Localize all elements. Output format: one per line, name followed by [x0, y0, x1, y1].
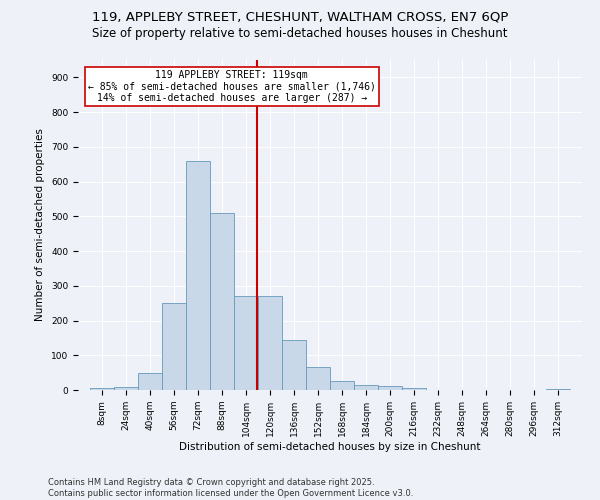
Bar — [282, 340, 306, 390]
Text: Contains HM Land Registry data © Crown copyright and database right 2025.
Contai: Contains HM Land Registry data © Crown c… — [48, 478, 413, 498]
X-axis label: Distribution of semi-detached houses by size in Cheshunt: Distribution of semi-detached houses by … — [179, 442, 481, 452]
Bar — [402, 388, 426, 390]
Bar — [186, 160, 210, 390]
Bar — [378, 386, 402, 390]
Text: 119, APPLEBY STREET, CHESHUNT, WALTHAM CROSS, EN7 6QP: 119, APPLEBY STREET, CHESHUNT, WALTHAM C… — [92, 10, 508, 23]
Bar — [138, 372, 162, 390]
Bar — [210, 213, 234, 390]
Text: 119 APPLEBY STREET: 119sqm
← 85% of semi-detached houses are smaller (1,746)
14%: 119 APPLEBY STREET: 119sqm ← 85% of semi… — [88, 70, 376, 103]
Bar — [258, 296, 282, 390]
Bar — [330, 382, 354, 390]
Bar — [90, 388, 114, 390]
Y-axis label: Number of semi-detached properties: Number of semi-detached properties — [35, 128, 46, 322]
Bar — [162, 303, 186, 390]
Text: Size of property relative to semi-detached houses houses in Cheshunt: Size of property relative to semi-detach… — [92, 28, 508, 40]
Bar — [114, 386, 138, 390]
Bar — [306, 368, 330, 390]
Bar — [354, 385, 378, 390]
Bar — [234, 296, 258, 390]
